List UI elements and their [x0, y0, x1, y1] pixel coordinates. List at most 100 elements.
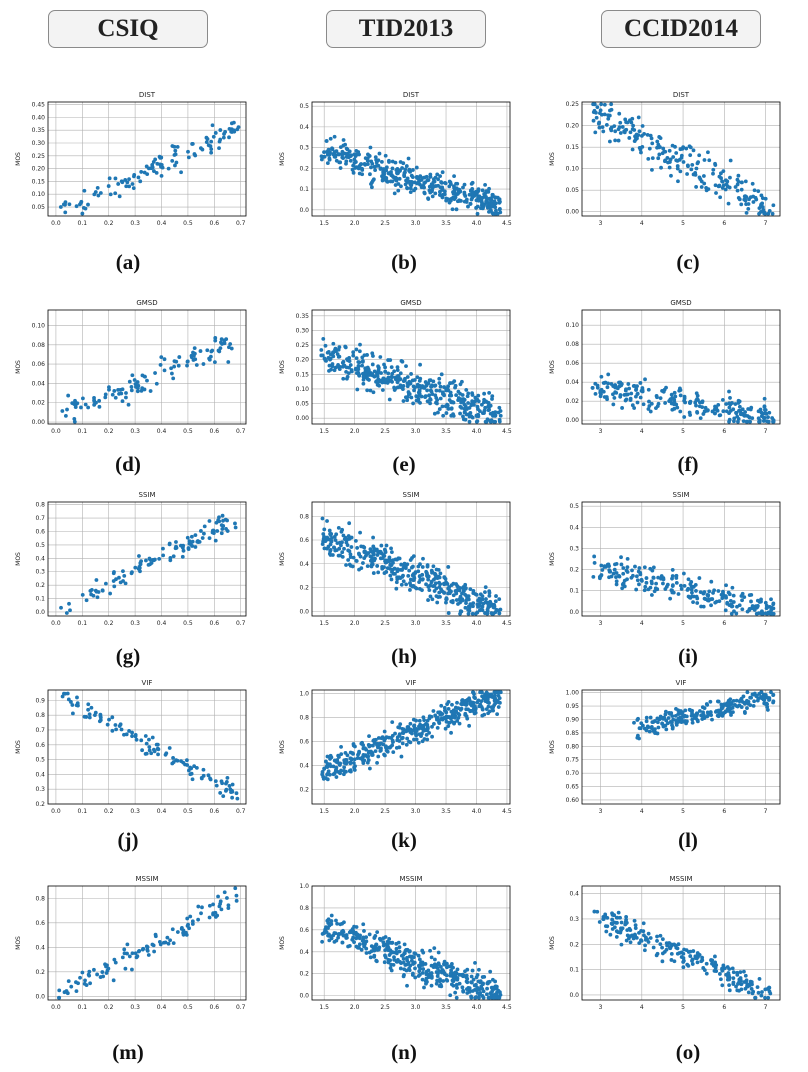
data-point: [190, 142, 194, 146]
data-point: [733, 402, 737, 406]
data-point: [623, 130, 627, 134]
data-point: [181, 555, 185, 559]
data-point: [370, 181, 374, 185]
data-point: [402, 957, 406, 961]
scatter-plot-vif-tid2013: VIF MOS 1.5 2.0 2.5 3.0 3.5 4.0 4.5 0.2 0.4 0.6 0.8 1…: [278, 676, 518, 826]
data-point: [145, 752, 149, 756]
y-tick-label: 0.4: [569, 524, 579, 531]
data-point: [627, 136, 631, 140]
data-point: [171, 756, 175, 760]
data-point: [741, 592, 745, 596]
data-point: [433, 384, 437, 388]
data-point: [220, 342, 224, 346]
data-point: [425, 571, 429, 575]
y-tick-label: 0.8: [35, 712, 45, 719]
data-point: [608, 933, 612, 937]
data-point: [491, 707, 495, 711]
data-point: [702, 182, 706, 186]
data-point: [625, 398, 629, 402]
data-point: [611, 927, 615, 931]
data-point: [149, 389, 153, 393]
data-point: [235, 791, 239, 795]
data-point: [111, 393, 115, 397]
data-point: [62, 202, 66, 206]
data-point: [685, 172, 689, 176]
data-point: [194, 533, 198, 537]
data-point: [721, 186, 725, 190]
data-point: [439, 984, 443, 988]
y-tick-label: 0.08: [32, 342, 46, 349]
data-point: [215, 784, 219, 788]
data-point: [475, 398, 479, 402]
data-point: [736, 705, 740, 709]
data-point: [114, 723, 118, 727]
y-axis-label: MOS: [279, 740, 286, 754]
data-point: [686, 164, 690, 168]
data-point: [473, 592, 477, 596]
data-point: [689, 167, 693, 171]
data-point: [605, 924, 609, 928]
data-point: [433, 191, 437, 195]
data-point: [157, 557, 161, 561]
data-point: [218, 128, 222, 132]
data-point: [743, 410, 747, 414]
data-point: [81, 396, 85, 400]
data-point: [676, 946, 680, 950]
data-point: [107, 184, 111, 188]
data-point: [380, 552, 384, 556]
data-point: [190, 535, 194, 539]
data-point: [705, 972, 709, 976]
data-point: [429, 378, 433, 382]
data-point: [438, 576, 442, 580]
data-point: [354, 154, 358, 158]
data-point: [330, 914, 334, 918]
data-point: [376, 380, 380, 384]
data-point: [427, 975, 431, 979]
data-point: [114, 727, 118, 731]
data-point: [230, 121, 234, 125]
x-tick-label: 0.4: [157, 220, 167, 227]
data-point: [433, 958, 437, 962]
data-point: [771, 203, 775, 207]
data-point: [220, 337, 224, 341]
data-point: [105, 971, 109, 975]
y-tick-label: 0.3: [35, 786, 45, 793]
y-tick-label: 0.6: [35, 529, 45, 536]
data-point: [757, 991, 761, 995]
y-tick-label: 0.10: [566, 166, 580, 173]
x-tick-label: 6: [722, 428, 726, 435]
scatter-plot-vif-csiq: VIF MOS 0.0 0.1 0.2 0.3 0.4 0.5 0.6 0.7 0.2 0.3 0.4 0…: [14, 676, 254, 826]
data-point: [356, 150, 360, 154]
data-point: [190, 354, 194, 358]
data-point: [411, 175, 415, 179]
data-point: [648, 147, 652, 151]
y-tick-label: 0.2: [569, 567, 579, 574]
data-point: [464, 703, 468, 707]
y-tick-label: 0.5: [569, 503, 579, 510]
data-point: [430, 597, 434, 601]
data-point: [493, 199, 497, 203]
data-point: [411, 379, 415, 383]
data-point: [387, 937, 391, 941]
x-tick-label: 0.4: [157, 1004, 167, 1011]
data-point: [380, 174, 384, 178]
data-point: [211, 123, 215, 127]
data-point: [132, 186, 136, 190]
data-point: [637, 566, 641, 570]
data-point: [113, 191, 117, 195]
data-point: [470, 198, 474, 202]
data-point: [499, 409, 503, 413]
data-point: [412, 951, 416, 955]
data-point: [728, 176, 732, 180]
y-tick-label: 0.8: [299, 715, 309, 722]
data-point: [103, 395, 107, 399]
data-point: [465, 413, 469, 417]
data-point: [696, 961, 700, 965]
data-point: [127, 177, 131, 181]
data-point: [746, 207, 750, 211]
data-point: [626, 121, 630, 125]
data-point: [647, 932, 651, 936]
x-tick-label: 4.5: [502, 220, 512, 227]
data-point: [497, 705, 501, 709]
data-point: [601, 130, 605, 134]
